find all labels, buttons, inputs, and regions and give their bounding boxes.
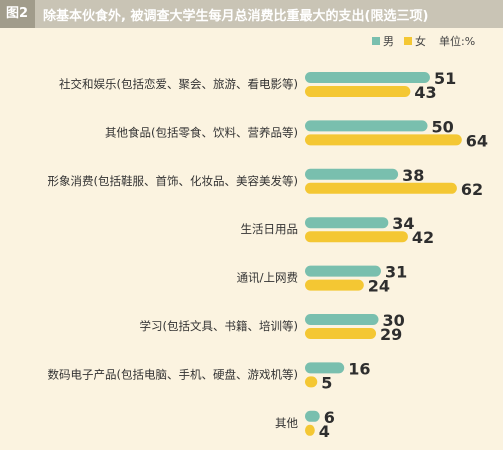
value-label-female: 5	[321, 373, 332, 392]
bar-male	[305, 362, 345, 374]
legend-male-swatch	[372, 37, 380, 45]
category-label: 形象消费(包括鞋服、首饰、化妆品、美容美发等)	[48, 174, 298, 188]
value-label-female: 24	[368, 277, 390, 296]
category-label: 通讯/上网费	[237, 271, 298, 285]
bar-male	[305, 217, 389, 229]
bar-male	[305, 72, 430, 83]
bar-female	[305, 86, 411, 97]
bar-male	[305, 168, 399, 180]
bar-female	[305, 424, 315, 436]
bar-female	[305, 328, 377, 339]
value-label-male: 16	[348, 359, 370, 378]
category-label: 数码电子产品(包括电脑、手机、硬盘、游戏机等)	[48, 367, 298, 381]
bar-male	[305, 314, 379, 325]
value-label-male: 31	[385, 263, 407, 282]
category-label: 学习(包括文具、书籍、培训等)	[140, 319, 298, 333]
chart-header: 图2 除基本伙食外, 被调查大学生每月总消费比重最大的支出(限选三项)	[0, 0, 503, 28]
value-label-female: 64	[466, 131, 488, 150]
category-label: 生活日用品	[241, 222, 299, 236]
bar-male	[305, 265, 381, 277]
bar-female	[305, 279, 364, 291]
bar-male	[305, 120, 428, 132]
value-label-male: 51	[434, 69, 456, 88]
legend-female-swatch	[404, 37, 412, 45]
category-label: 其他食品(包括零食、饮料、营养品等)	[105, 125, 298, 139]
value-label-female: 29	[380, 325, 402, 344]
bar-female	[305, 182, 457, 194]
bar-female	[305, 134, 462, 146]
chart-title: 除基本伙食外, 被调查大学生每月总消费比重最大的支出(限选三项)	[43, 8, 429, 24]
legend-male-label: 男	[383, 35, 394, 48]
value-label-male: 6	[324, 408, 335, 427]
legend: 男 女 单位:%	[372, 34, 475, 48]
value-label-female: 43	[414, 83, 436, 102]
figure-number: 图2	[0, 0, 36, 28]
category-label: 其他	[275, 416, 298, 430]
bar-male	[305, 410, 320, 422]
value-label-female: 42	[412, 228, 434, 247]
value-label-male: 50	[432, 117, 454, 136]
value-label-male: 30	[383, 311, 405, 330]
legend-unit: 单位:%	[439, 34, 475, 48]
value-label-female: 62	[461, 180, 483, 199]
legend-female-label: 女	[415, 34, 426, 48]
bar-female	[305, 376, 318, 388]
value-label-male: 34	[392, 214, 414, 233]
value-label-female: 4	[319, 422, 330, 441]
value-label-male: 38	[402, 166, 424, 185]
category-label: 社交和娱乐(包括恋爱、聚会、旅游、看电影等)	[59, 77, 298, 91]
bar-female	[305, 231, 408, 243]
